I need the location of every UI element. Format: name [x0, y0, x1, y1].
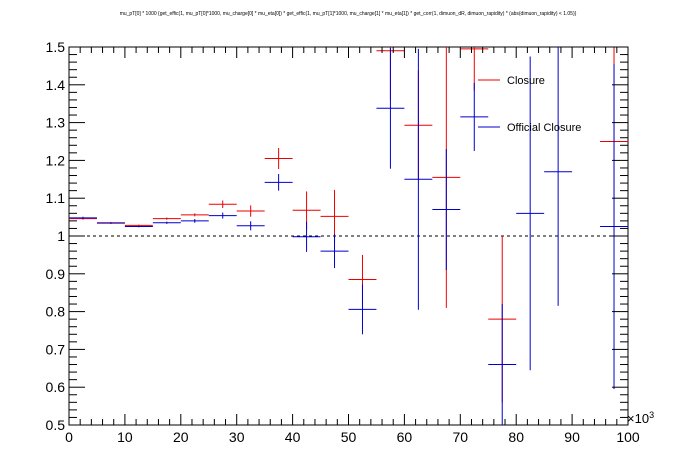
data-point	[180, 213, 209, 217]
legend-label: Closure	[507, 75, 545, 87]
data-point	[152, 221, 181, 224]
data-point	[404, 48, 433, 310]
legend-label: Official Closure	[507, 122, 581, 134]
y-tick-label: 1.1	[46, 190, 66, 206]
y-tick-label: 1	[57, 228, 65, 244]
x-tick-label: 80	[508, 429, 524, 445]
data-point	[180, 218, 209, 223]
x-tick-label: 90	[564, 429, 580, 445]
data-point	[292, 221, 321, 252]
data-point	[516, 56, 545, 371]
chart-title: mu_pT[0] * 1000 {get_effic(1, mu_pT[0]*1…	[119, 11, 577, 17]
series-group	[69, 47, 628, 425]
data-point	[544, 47, 573, 306]
x-tick-label: 60	[397, 429, 413, 445]
legend: Closure Official Closure	[478, 75, 581, 134]
x-tick-label: 70	[453, 429, 469, 445]
y-tick-label: 1.5	[46, 39, 66, 55]
y-tick-label: 1.3	[46, 115, 66, 131]
x-axis-multiplier-base: ×10	[627, 411, 649, 426]
y-tick-label: 0.5	[46, 417, 66, 433]
x-tick-label: 20	[173, 429, 189, 445]
y-tick-label: 0.9	[46, 266, 66, 282]
x-tick-label: 0	[65, 429, 73, 445]
y-tick-label: 0.6	[46, 379, 66, 395]
y-tick-label: 0.8	[46, 304, 66, 320]
data-point	[320, 234, 349, 269]
data-point	[600, 64, 628, 390]
y-tick-label: 0.7	[46, 341, 66, 357]
y-tick-label: 1.2	[46, 152, 66, 168]
data-point	[69, 216, 97, 219]
data-point	[124, 225, 153, 228]
y-tick-label: 1.4	[46, 77, 66, 93]
data-point	[432, 149, 461, 271]
data-point	[348, 284, 377, 335]
data-point	[208, 200, 237, 209]
data-point	[264, 147, 293, 170]
x-tick-label: 40	[285, 429, 301, 445]
x-tick-label: 50	[341, 429, 357, 445]
x-tick-label: 10	[117, 429, 133, 445]
data-point	[320, 189, 349, 243]
data-point	[460, 47, 489, 91]
data-point	[96, 222, 125, 224]
data-point	[236, 205, 265, 217]
x-tick-label: 100	[616, 429, 640, 445]
series-official-closure	[69, 47, 628, 425]
axis-tick-labels: 0 10 20 30 40 50 60 70 80 90 100 0.5 0.6 0.7 0.8 0.9 1 1.…	[46, 39, 640, 445]
x-axis-multiplier: ×103	[627, 410, 654, 426]
data-point	[460, 82, 489, 151]
data-point	[208, 212, 237, 219]
data-point	[488, 304, 517, 425]
data-point	[152, 217, 181, 220]
x-axis-multiplier-exponent: 3	[649, 410, 654, 420]
x-tick-label: 30	[229, 429, 245, 445]
data-point	[376, 47, 405, 169]
data-point	[264, 174, 293, 191]
axis-ticks	[68, 46, 629, 426]
series-closure	[69, 47, 628, 403]
data-point	[236, 221, 265, 231]
